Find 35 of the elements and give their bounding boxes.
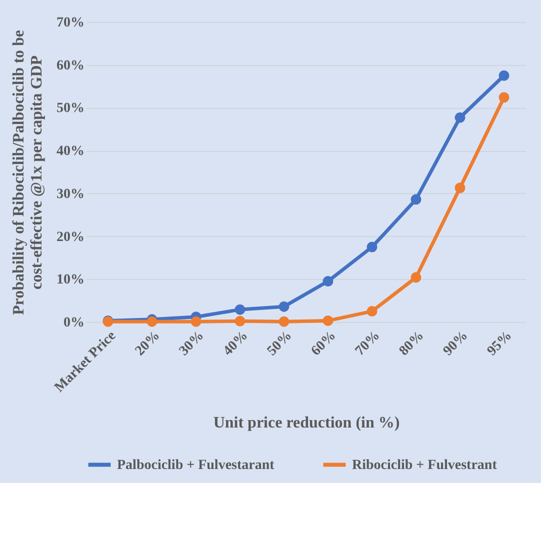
x-axis-title: Unit price reduction (in %) — [213, 414, 400, 432]
point — [454, 182, 466, 194]
y-axis-title: Probability of Ribociclib/Palbociclib to be cost-effective @1x per capita GDP — [10, 30, 46, 316]
legend-label: Palbociclib + Fulvestarant — [117, 458, 275, 473]
point — [234, 304, 246, 315]
y-tick-label: 10% — [56, 272, 84, 288]
point — [278, 316, 290, 327]
x-tick-label: 90% — [440, 328, 472, 359]
y-tick-label: 50% — [56, 101, 84, 116]
point — [278, 301, 290, 312]
point — [322, 315, 334, 326]
point — [410, 194, 422, 205]
point — [234, 316, 246, 326]
x-tick-label: 60% — [308, 328, 340, 359]
legend-label: Ribociclib + Fulvestrant — [352, 458, 498, 473]
point — [366, 306, 378, 317]
y-tick-label: 20% — [56, 230, 84, 245]
point — [366, 242, 378, 252]
x-tick-label: 80% — [396, 328, 428, 359]
point — [498, 92, 510, 103]
point — [498, 70, 510, 81]
y-tick-label: 70% — [56, 16, 84, 30]
point — [322, 276, 334, 287]
x-tick-label: 95% — [484, 328, 516, 359]
point — [190, 316, 202, 327]
y-tick-label: 0% — [64, 316, 84, 330]
y-tick-label: 30% — [56, 186, 84, 202]
point — [454, 112, 466, 123]
x-tick-label: 30% — [176, 328, 208, 359]
y-tick-label: 40% — [56, 144, 84, 160]
y-tick-label: 60% — [56, 58, 84, 74]
x-tick-label: 70% — [352, 328, 384, 359]
point — [410, 272, 422, 283]
x-tick-label: 50% — [264, 328, 296, 359]
x-tick-label: 40% — [220, 328, 252, 359]
